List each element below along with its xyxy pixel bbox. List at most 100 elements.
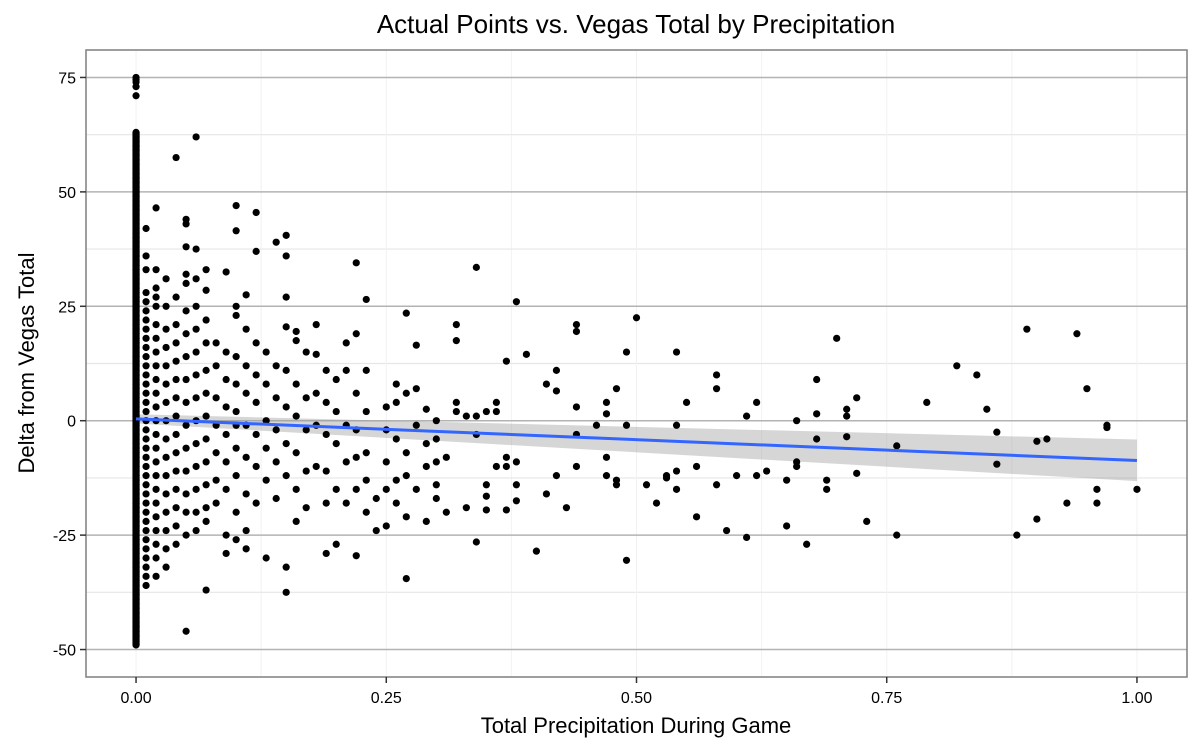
data-point [232,472,240,480]
data-point [322,398,330,407]
regression-line [135,417,1138,463]
data-point [142,371,150,379]
data-point [712,481,721,489]
data-point [142,517,150,525]
data-point [222,268,230,276]
data-point [322,430,330,439]
data-point [272,362,280,370]
data-point [202,517,210,525]
data-point [232,202,240,210]
data-point [402,389,410,397]
data-point [973,371,981,379]
data-point [242,362,250,370]
data-point [192,462,200,471]
data-point [352,552,360,560]
data-point [843,405,851,413]
data-point [502,453,510,461]
data-point [352,389,360,397]
data-point [562,504,571,512]
data-point [142,316,150,324]
data-point [222,458,230,466]
data-point [182,279,190,288]
data-point [362,407,370,416]
data-point [232,302,240,310]
data-point [813,410,821,418]
data-point [332,540,340,548]
data-point [652,499,661,507]
data-point [182,508,190,516]
data-point [142,298,150,306]
data-point [362,508,370,516]
data-point [402,472,410,480]
data-point [342,458,350,466]
data-point [1023,325,1031,333]
data-point [182,375,190,384]
data-point [252,208,260,217]
data-point [382,458,390,466]
data-point [422,405,430,413]
data-point [192,133,200,141]
data-point [482,481,490,489]
data-point [202,266,210,274]
data-point [823,476,831,484]
data-point [682,398,691,407]
data-point [572,320,581,329]
data-point [292,449,300,457]
data-point [753,472,761,480]
data-point [192,371,200,379]
data-point [472,263,480,271]
data-point [362,476,370,484]
data-point [142,499,150,507]
data-point [552,472,561,480]
data-point [1133,485,1141,493]
data-point [372,494,380,503]
data-point [182,490,190,498]
data-point [242,291,250,299]
data-point [142,581,150,590]
data-point [843,433,851,441]
data-point [482,407,490,416]
data-point [232,311,240,320]
data-point [642,481,651,489]
data-point [142,224,150,233]
data-point [522,350,531,358]
data-point [462,504,470,512]
data-point [382,522,390,530]
data-point [492,407,500,416]
data-point [152,375,160,384]
data-point [162,453,170,461]
data-point [1093,485,1101,493]
data-point [242,325,250,333]
x-tick-label: 0.25 [371,690,402,707]
data-point [202,586,210,594]
data-point [182,270,190,278]
data-point [783,476,791,484]
data-point [763,467,771,475]
data-point [232,444,240,452]
data-point [172,467,180,475]
data-point [302,504,310,512]
data-point [212,449,220,457]
data-point [292,412,300,420]
x-tick-label: 1.00 [1121,690,1152,707]
data-point [743,412,751,420]
data-point [222,348,230,356]
data-point [192,245,200,253]
data-point [1033,515,1041,523]
data-point [472,538,480,546]
data-point [502,357,510,365]
data-point [492,398,500,407]
data-point [622,348,631,356]
data-point [402,575,410,583]
data-point [142,307,150,315]
data-point [863,517,871,525]
data-point [422,439,430,448]
data-point [142,472,150,480]
data-point [172,293,180,301]
data-point [232,407,240,416]
data-point [172,412,180,420]
data-point [152,540,160,548]
data-point [753,398,761,407]
data-point [152,302,160,310]
